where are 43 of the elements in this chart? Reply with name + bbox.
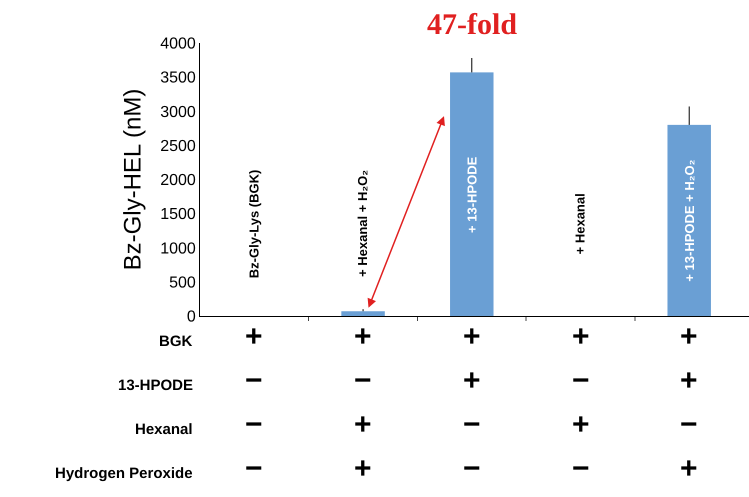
text: − bbox=[572, 364, 590, 397]
text: + bbox=[680, 320, 698, 353]
text: + bbox=[354, 452, 372, 485]
x-tick-label: + 13-HPODE + H₂O₂ bbox=[682, 159, 697, 282]
x-tick-label: + 13-HPODE bbox=[464, 156, 480, 233]
text: + bbox=[354, 408, 372, 441]
y-tick-label: 3000 bbox=[160, 104, 196, 121]
text: − bbox=[245, 364, 263, 397]
text: − bbox=[354, 364, 372, 397]
text: + bbox=[463, 320, 481, 353]
text: + bbox=[354, 320, 372, 353]
y-tick-label: 0 bbox=[186, 308, 196, 326]
bar bbox=[450, 72, 494, 316]
x-tick-label: + Hexanal bbox=[572, 193, 588, 254]
y-tick-label: 2000 bbox=[160, 172, 196, 190]
bar bbox=[341, 311, 385, 316]
text: + bbox=[463, 364, 481, 397]
text: BGK bbox=[159, 333, 192, 350]
text: − bbox=[572, 452, 590, 485]
text: + bbox=[572, 408, 590, 441]
text: − bbox=[245, 452, 263, 485]
text: Hexanal bbox=[135, 421, 193, 438]
text: − bbox=[463, 408, 481, 441]
text: + bbox=[680, 452, 698, 485]
text: + bbox=[572, 320, 590, 353]
text: + bbox=[245, 320, 263, 353]
text: Hydrogen Peroxide bbox=[55, 465, 193, 482]
text: + bbox=[680, 364, 698, 397]
y-axis-title: Bz-Gly-HEL (nM) bbox=[119, 88, 146, 270]
y-tick-label: 1000 bbox=[160, 240, 196, 258]
text: 13-HPODE bbox=[118, 377, 194, 394]
x-tick-label: + Hexanal + H₂O₂ bbox=[355, 170, 370, 277]
bar bbox=[667, 124, 711, 316]
y-tick-label: 500 bbox=[169, 274, 196, 292]
text: − bbox=[245, 408, 263, 441]
y-tick-label: 3500 bbox=[160, 70, 196, 87]
x-tick-label: Bz-Gly-Lys (BGK) bbox=[246, 170, 262, 278]
y-tick-label: 4000 bbox=[160, 36, 196, 53]
text: − bbox=[463, 452, 481, 485]
y-tick-label: 1500 bbox=[160, 206, 196, 224]
text: − bbox=[680, 408, 698, 441]
text: 47-fold bbox=[427, 8, 518, 41]
y-tick-label: 2500 bbox=[160, 138, 196, 155]
